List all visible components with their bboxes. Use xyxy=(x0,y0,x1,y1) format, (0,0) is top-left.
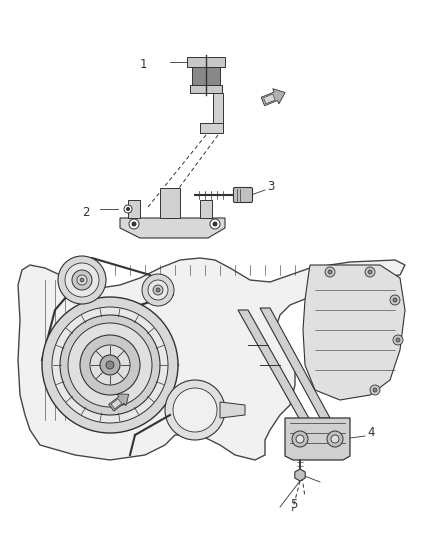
Circle shape xyxy=(331,435,339,443)
Circle shape xyxy=(142,274,174,306)
Circle shape xyxy=(106,361,114,369)
Circle shape xyxy=(328,270,332,274)
Circle shape xyxy=(373,388,377,392)
Circle shape xyxy=(213,222,217,226)
Circle shape xyxy=(393,298,397,302)
Circle shape xyxy=(325,267,335,277)
Circle shape xyxy=(124,205,132,213)
Circle shape xyxy=(393,335,403,345)
Circle shape xyxy=(42,297,178,433)
Circle shape xyxy=(165,380,225,440)
Polygon shape xyxy=(260,308,330,418)
Circle shape xyxy=(153,285,163,295)
Text: 3: 3 xyxy=(267,181,274,193)
Circle shape xyxy=(370,385,380,395)
Text: 5: 5 xyxy=(290,498,297,512)
Polygon shape xyxy=(264,94,275,104)
Circle shape xyxy=(292,431,308,447)
Text: 1: 1 xyxy=(140,59,148,71)
Circle shape xyxy=(52,307,168,423)
Circle shape xyxy=(58,256,106,304)
Polygon shape xyxy=(128,200,140,218)
Polygon shape xyxy=(187,57,225,67)
Circle shape xyxy=(327,431,343,447)
Circle shape xyxy=(65,263,99,297)
Polygon shape xyxy=(285,418,350,460)
Circle shape xyxy=(390,295,400,305)
Polygon shape xyxy=(200,123,223,133)
Polygon shape xyxy=(213,93,223,130)
Polygon shape xyxy=(303,265,405,400)
Circle shape xyxy=(60,315,160,415)
Circle shape xyxy=(368,270,372,274)
Polygon shape xyxy=(238,310,310,420)
Polygon shape xyxy=(160,188,180,218)
Circle shape xyxy=(100,355,120,375)
Circle shape xyxy=(90,345,130,385)
Text: 4: 4 xyxy=(367,426,374,440)
Circle shape xyxy=(365,267,375,277)
Circle shape xyxy=(80,278,84,282)
Polygon shape xyxy=(261,88,285,106)
Circle shape xyxy=(296,435,304,443)
Polygon shape xyxy=(220,402,245,418)
Circle shape xyxy=(156,288,160,292)
Circle shape xyxy=(77,275,87,285)
Polygon shape xyxy=(111,399,122,409)
Circle shape xyxy=(127,207,130,211)
Circle shape xyxy=(396,338,400,342)
Polygon shape xyxy=(200,200,212,218)
Circle shape xyxy=(148,280,168,300)
Polygon shape xyxy=(18,258,405,460)
Circle shape xyxy=(210,219,220,229)
Circle shape xyxy=(132,222,136,226)
Polygon shape xyxy=(120,218,225,238)
Circle shape xyxy=(173,388,217,432)
Circle shape xyxy=(129,219,139,229)
Text: 2: 2 xyxy=(82,206,89,219)
Polygon shape xyxy=(295,469,305,481)
Circle shape xyxy=(72,270,92,290)
Polygon shape xyxy=(109,394,129,411)
Polygon shape xyxy=(192,67,220,85)
Circle shape xyxy=(68,323,152,407)
FancyBboxPatch shape xyxy=(233,188,252,203)
Circle shape xyxy=(80,335,140,395)
Polygon shape xyxy=(190,85,222,93)
